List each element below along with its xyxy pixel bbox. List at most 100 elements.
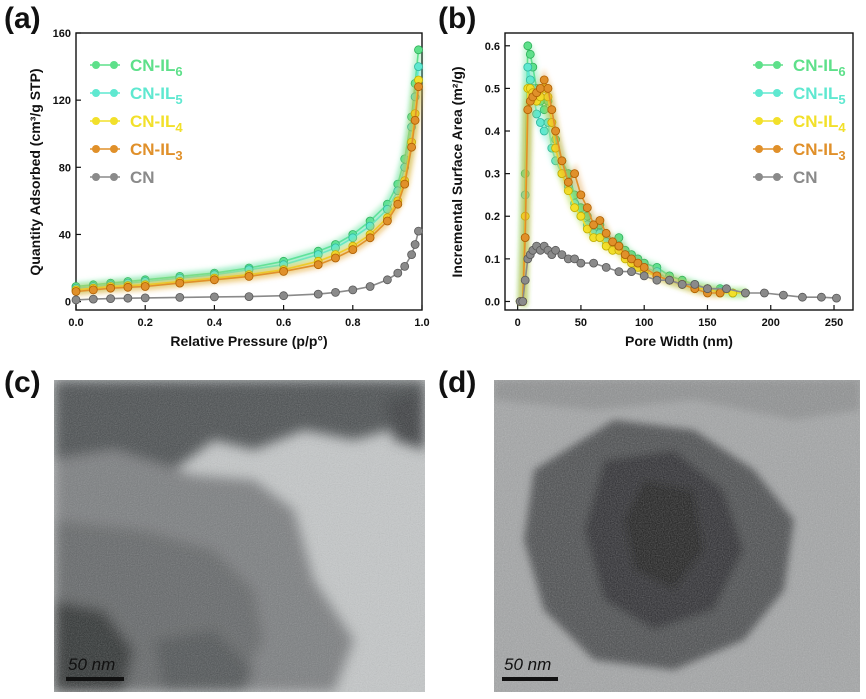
a-data-point xyxy=(209,275,219,285)
a-y-tick-label: 0 xyxy=(65,297,71,309)
a-data-point xyxy=(414,62,423,71)
b-series-line xyxy=(520,244,837,303)
b-data-point xyxy=(614,241,624,251)
a-data-point xyxy=(140,282,150,291)
b-series-cn xyxy=(515,241,841,306)
tem-image-c: 50 nm xyxy=(54,380,425,692)
b-data-point xyxy=(582,203,592,213)
b-legend-label: CN-IL6 xyxy=(793,56,846,79)
b-x-tick-label: 50 xyxy=(575,317,587,329)
a-x-axis-label: Relative Pressure (p/p°) xyxy=(170,333,327,349)
b-x-tick-label: 250 xyxy=(825,317,843,329)
a-data-point xyxy=(331,253,340,263)
a-x-tick-label: 0.0 xyxy=(68,317,83,329)
b-data-point xyxy=(677,279,687,289)
a-x-tick-label: 0.6 xyxy=(276,317,291,329)
b-legend-label: CN-IL3 xyxy=(793,140,846,163)
scalebar-label-d: 50 nm xyxy=(504,655,552,674)
a-data-point xyxy=(244,292,254,302)
a-series-cn-il6 xyxy=(71,45,423,291)
b-data-point xyxy=(570,169,579,179)
a-data-point xyxy=(71,287,81,296)
a-series-cn-il4 xyxy=(71,75,423,295)
a-data-point xyxy=(400,261,410,271)
a-series-glow xyxy=(75,86,423,296)
b-x-tick-label: 0 xyxy=(515,317,521,329)
a-legend-marker xyxy=(92,61,100,69)
a-data-point xyxy=(407,142,417,152)
a-legend-marker xyxy=(92,89,100,97)
a-x-tick-label: 0.8 xyxy=(345,317,360,329)
a-series-line xyxy=(75,49,420,288)
b-data-point xyxy=(523,105,533,115)
a-legend-marker xyxy=(110,145,118,153)
a-data-point xyxy=(244,271,254,281)
b-data-point xyxy=(620,250,630,260)
b-data-point xyxy=(741,288,750,298)
b-data-point xyxy=(633,258,643,268)
b-data-point xyxy=(523,62,533,72)
b-legend-item-cn: CN xyxy=(753,168,818,187)
a-data-point xyxy=(407,250,417,260)
a-legend-label: CN-IL6 xyxy=(130,56,183,79)
a-data-point xyxy=(414,82,423,92)
a-data-point xyxy=(140,293,150,303)
b-data-point xyxy=(627,267,636,277)
b-data-point xyxy=(760,288,769,298)
a-data-point xyxy=(382,216,392,226)
a-legend-marker xyxy=(110,61,118,69)
b-data-point xyxy=(551,126,560,136)
b-data-point xyxy=(690,279,700,289)
b-data-point xyxy=(601,228,611,238)
a-data-point xyxy=(279,266,289,276)
b-data-point xyxy=(539,126,549,136)
b-data-point xyxy=(523,41,533,51)
a-data-point xyxy=(279,291,289,301)
a-series-cn xyxy=(71,226,423,305)
a-data-point xyxy=(382,275,392,285)
a-y-tick-label: 120 xyxy=(53,95,71,107)
a-legend-label: CN xyxy=(130,168,155,187)
a-data-point xyxy=(313,289,323,299)
b-y-tick-label: 0.4 xyxy=(485,126,501,138)
b-data-point xyxy=(536,84,545,93)
a-series-glow xyxy=(75,49,423,291)
b-y-tick-label: 0.5 xyxy=(485,83,500,95)
b-data-point xyxy=(543,84,553,93)
b-data-point xyxy=(520,233,530,243)
b-legend-item-cn-il3: CN-IL3 xyxy=(747,140,846,163)
b-x-tick-label: 200 xyxy=(762,317,780,329)
a-data-point xyxy=(88,285,98,295)
b-legend-label: CN xyxy=(793,168,818,187)
a-data-point xyxy=(414,226,423,236)
b-data-point xyxy=(832,293,841,303)
a-data-point xyxy=(348,285,358,295)
a-data-point xyxy=(365,282,375,291)
b-data-point xyxy=(601,241,611,251)
a-x-tick-label: 0.2 xyxy=(138,317,153,329)
a-y-tick-label: 160 xyxy=(53,28,71,40)
a-legend-item-cn-il4: CN-IL4 xyxy=(84,112,183,135)
b-x-axis-label: Pore Width (nm) xyxy=(625,333,733,349)
b-data-point xyxy=(589,258,598,268)
b-x-tick-label: 100 xyxy=(635,317,653,329)
b-y-tick-label: 0.3 xyxy=(485,169,500,181)
b-data-point xyxy=(608,237,617,247)
a-legend-item-cn: CN xyxy=(90,168,155,187)
b-data-point xyxy=(518,297,528,306)
b-data-point xyxy=(722,284,731,294)
a-data-point xyxy=(123,282,133,292)
b-data-point xyxy=(570,203,579,213)
b-data-point xyxy=(532,109,541,119)
scalebar-c xyxy=(66,677,124,681)
a-legend-marker xyxy=(110,173,118,181)
panel-label-b: (b) xyxy=(438,2,477,35)
b-data-point xyxy=(639,262,649,272)
b-legend-marker xyxy=(773,117,781,125)
b-data-point xyxy=(576,258,586,268)
b-y-tick-label: 0.2 xyxy=(485,211,500,223)
a-legend-label: CN-IL3 xyxy=(130,140,183,163)
b-legend-marker xyxy=(773,61,781,69)
a-data-point xyxy=(414,45,423,55)
a-legend-marker xyxy=(92,173,100,181)
